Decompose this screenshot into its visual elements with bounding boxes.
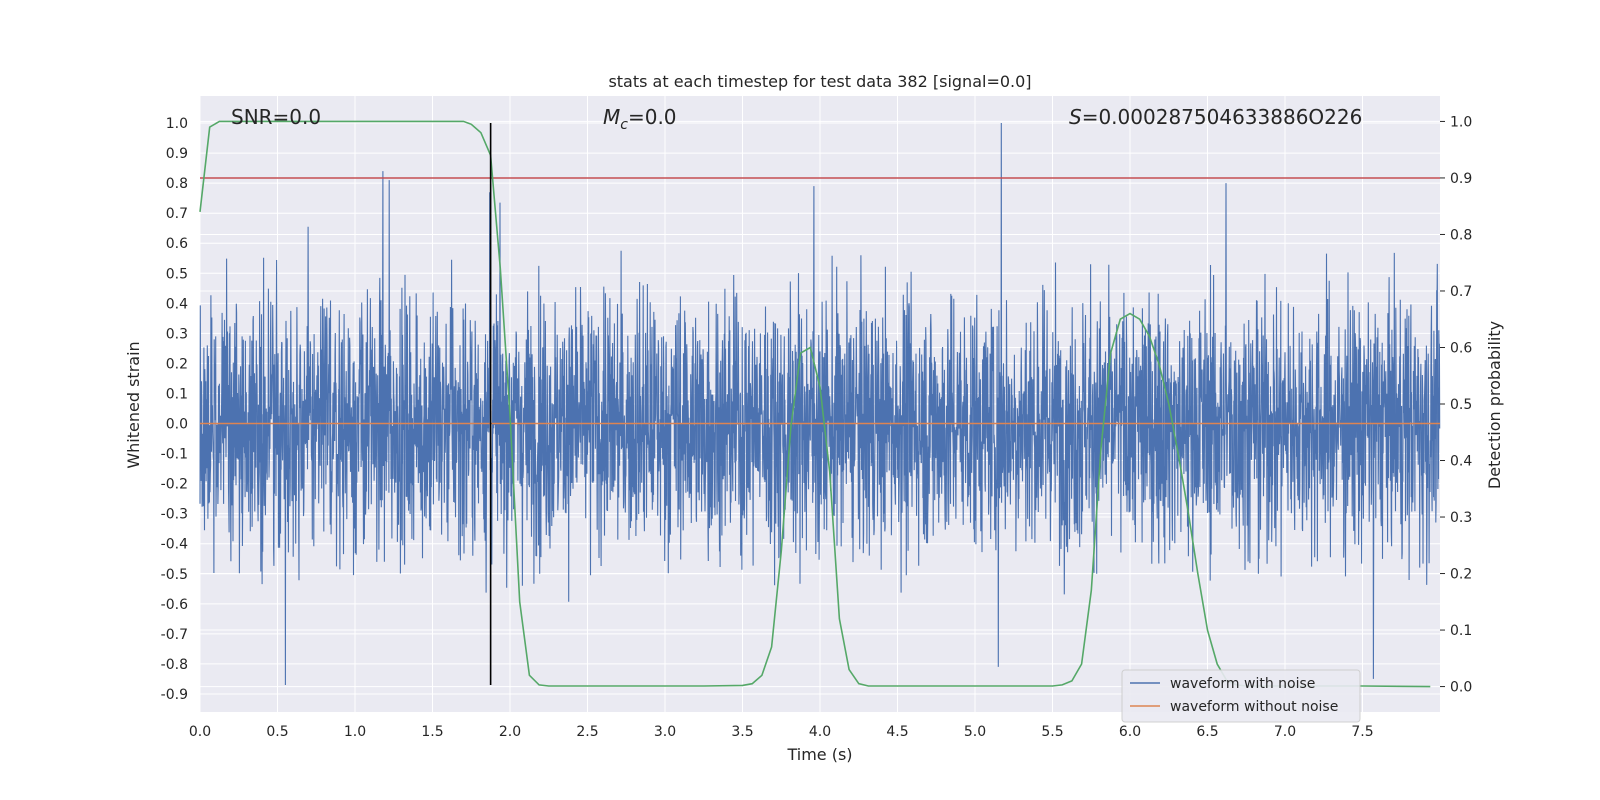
x-tick-label: 3.0 [654,724,676,740]
x-tick-label: 1.0 [344,724,366,740]
annotation-mc-subscript: c [620,117,628,133]
y-right-tick-label: 0.3 [1450,510,1472,526]
y-right-tick-label: 0.7 [1450,284,1472,300]
y-left-tick-label: -0.1 [161,447,188,463]
y-left-tick-label: -0.8 [161,657,188,673]
y-left-tick-label: -0.6 [161,597,188,613]
x-tick-label: 2.0 [499,724,521,740]
y-left-tick-label: 0.4 [166,296,188,312]
y-right-tick-label: 0.8 [1450,227,1472,243]
legend: waveform with noise waveform without noi… [1121,669,1361,723]
legend-box [1121,669,1361,723]
y-left-tick-label: -0.5 [161,567,188,583]
chart-title: stats at each timestep for test data 382… [608,72,1031,91]
annotation-s-symbol: S [1069,105,1082,129]
x-tick-label: 0.0 [189,724,211,740]
x-tick-label: 2.5 [576,724,598,740]
x-tick-label: 7.5 [1351,724,1373,740]
y-axis-label-left: Whitened strain [124,341,143,468]
annotation-s-score: S=0.000287504633886O226 [1069,105,1362,129]
x-tick-label: 6.5 [1196,724,1218,740]
series-waveform-with-noise [199,122,1441,686]
x-tick-label: 5.0 [964,724,986,740]
y-right-tick-label: 0.9 [1450,171,1472,187]
annotation-mc-value: =0.0 [628,105,677,129]
x-tick-label: 0.5 [266,724,288,740]
y-axis-label-right: Detection probability [1485,321,1504,489]
y-left-tick-labels: 1.0 0.9 0.8 0.7 0.6 0.5 0.4 0.3 0.2 0.1 0.0 -0.1 -0.… [161,116,188,703]
y-right-tick-labels: 1.0 0.9 0.8 0.7 0.6 0.5 0.4 0.3 0.2 0.1 0.0 [1440,114,1472,696]
annotation-mc-symbol: M [603,105,620,129]
y-left-tick-label: 0.6 [166,236,188,252]
y-left-tick-label: -0.7 [161,627,188,643]
x-axis-label: Time (s) [786,745,852,764]
y-left-tick-label: 0.3 [166,326,188,342]
y-right-tick-label: 1.0 [1450,114,1472,130]
y-left-tick-label: -0.4 [161,537,188,553]
x-tick-labels: 0.0 0.5 1.0 1.5 2.0 2.5 3.0 3.5 4.0 4.5 5.0 5.5 6.0 6… [189,724,1374,740]
y-left-tick-label: 0.9 [166,146,188,162]
y-right-tick-label: 0.0 [1450,680,1472,696]
y-left-tick-label: 0.5 [166,266,188,282]
y-right-tick-label: 0.1 [1450,623,1472,639]
y-left-tick-label: 0.7 [166,206,188,222]
y-left-tick-label: -0.2 [161,477,188,493]
gridlines [199,96,1440,712]
legend-label-waveform-without-noise: waveform without noise [1170,699,1338,715]
y-left-tick-label: 1.0 [166,116,188,132]
annotation-chirp-mass: Mc=0.0 [603,105,677,133]
annotation-snr: SNR=0.0 [231,105,321,129]
legend-label-waveform-with-noise: waveform with noise [1170,676,1315,692]
x-tick-label: 4.5 [886,724,908,740]
x-tick-label: 5.5 [1041,724,1063,740]
y-left-tick-label: -0.9 [161,687,188,703]
y-right-tick-label: 0.6 [1450,340,1472,356]
y-left-tick-label: 0.1 [166,386,188,402]
y-left-tick-label: 0.8 [166,176,188,192]
waveform-with-noise-line [199,122,1441,686]
y-left-tick-label: 0.2 [166,356,188,372]
y-right-tick-label: 0.5 [1450,397,1472,413]
x-tick-label: 6.0 [1119,724,1141,740]
x-tick-label: 7.0 [1274,724,1296,740]
x-tick-label: 3.5 [731,724,753,740]
y-left-tick-label: -0.3 [161,507,188,523]
annotation-s-value: =0.000287504633886O226 [1082,105,1363,129]
y-right-tick-label: 0.4 [1450,454,1472,470]
y-left-tick-label: 0.0 [166,417,188,433]
x-tick-label: 1.5 [421,724,443,740]
x-tick-label: 4.0 [809,724,831,740]
y-right-tick-label: 0.2 [1450,567,1472,583]
overlay-lines [199,120,1440,688]
